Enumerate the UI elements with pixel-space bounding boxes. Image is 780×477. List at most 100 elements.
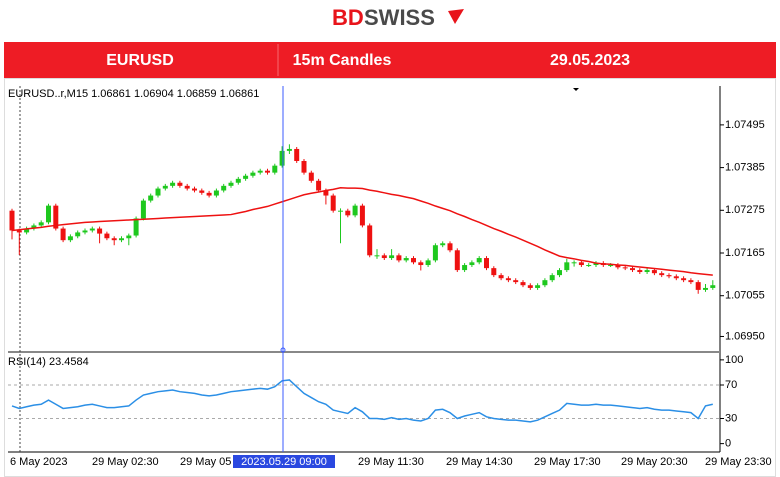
- candle-body: [265, 170, 270, 173]
- candle-body: [192, 188, 197, 191]
- candle-body: [644, 270, 650, 273]
- candle-body: [316, 180, 322, 191]
- rsi-tick-label: 100: [725, 354, 743, 366]
- candle-body: [104, 233, 110, 239]
- y-tick-label: 1.07385: [725, 161, 765, 173]
- candle-body: [469, 262, 475, 266]
- candle-body: [184, 185, 190, 189]
- candle-body: [250, 172, 256, 176]
- candle-body: [308, 172, 314, 181]
- y-tick-label: 1.07275: [725, 204, 765, 216]
- candle-body: [46, 205, 51, 223]
- candle-body: [89, 228, 95, 231]
- candle-body: [432, 245, 438, 261]
- candle-body: [447, 243, 453, 251]
- candle-body: [330, 195, 336, 211]
- indicator-label: RSI(14) 23.4584: [8, 356, 89, 368]
- candle-body: [162, 185, 168, 189]
- candle-body: [681, 278, 687, 281]
- candle-body: [257, 170, 263, 173]
- candle-body: [294, 148, 300, 161]
- candle-body: [199, 190, 205, 193]
- x-tick-label: 6 May 2023: [10, 456, 67, 468]
- candle-body: [170, 182, 176, 186]
- candle-body: [228, 182, 234, 186]
- candle-body: [352, 205, 358, 216]
- candle-body: [82, 230, 88, 233]
- candle-body: [177, 182, 183, 186]
- banner-timeframe: 15m Candles: [293, 52, 392, 69]
- candle-body: [119, 238, 124, 241]
- candle-body: [206, 192, 212, 196]
- candle-body: [133, 218, 139, 236]
- candle-body: [155, 188, 161, 196]
- x-tick-label: 29 May 05: [180, 456, 231, 468]
- candle-body: [60, 228, 66, 241]
- candle-body: [578, 262, 584, 266]
- candle-body: [688, 280, 694, 283]
- candle-body: [491, 268, 497, 276]
- candle-body: [651, 270, 657, 274]
- candle-body: [484, 258, 489, 269]
- cursor-dot: [280, 347, 286, 353]
- candle-body: [67, 236, 73, 241]
- candle-body: [637, 270, 643, 273]
- y-tick-label: 1.07055: [725, 290, 765, 302]
- candle-body: [498, 275, 504, 279]
- candle-body: [126, 235, 132, 239]
- candle-body: [630, 268, 635, 271]
- candle-body: [608, 265, 614, 267]
- candle-body: [549, 275, 555, 281]
- candle-body: [111, 238, 117, 241]
- shift-marker: [573, 88, 579, 91]
- rsi-tick-label: 70: [725, 379, 737, 391]
- x-tick-label: 29 May 23:30: [705, 456, 772, 468]
- logo-arrow: [448, 9, 464, 24]
- candle-body: [235, 178, 241, 183]
- candle-body: [615, 265, 621, 268]
- candle-body: [301, 160, 307, 173]
- banner-symbol: EURUSD: [106, 52, 174, 69]
- candle-body: [440, 243, 446, 246]
- banner: [4, 42, 776, 78]
- x-tick-label: 29 May 14:30: [446, 456, 513, 468]
- candle-body: [38, 222, 44, 226]
- candle-body: [673, 276, 679, 279]
- candle-body: [593, 263, 599, 266]
- candle-body: [454, 250, 460, 271]
- x-tick-label: 29 May 02:30: [92, 456, 159, 468]
- candle-body: [571, 262, 577, 264]
- candle-body: [243, 175, 249, 179]
- candle-body: [75, 232, 81, 237]
- candle-body: [148, 195, 154, 201]
- candle-body: [527, 285, 533, 288]
- candle-body: [374, 255, 380, 257]
- logo-bd: BD: [332, 5, 364, 30]
- candle-body: [586, 265, 592, 267]
- x-tick-label: 29 May 20:30: [621, 456, 688, 468]
- y-tick-label: 1.07165: [725, 247, 765, 259]
- candle-body: [31, 225, 37, 229]
- x-tick-label: 29 May 11:30: [358, 456, 424, 468]
- candle-body: [367, 225, 373, 256]
- candle-body: [476, 258, 482, 263]
- candle-body: [403, 258, 409, 261]
- candle-body: [53, 205, 59, 229]
- candle-body: [425, 260, 431, 266]
- chart-info: EURUSD..r,M15 1.06861 1.06904 1.06859 1.…: [8, 88, 259, 100]
- y-tick-label: 1.06950: [725, 330, 765, 342]
- candle-body: [462, 265, 468, 271]
- candle-body: [659, 273, 665, 276]
- candle-body: [338, 210, 343, 212]
- candle-body: [703, 287, 708, 290]
- y-tick-label: 1.07495: [725, 119, 765, 131]
- candle-body: [411, 258, 416, 263]
- candle-body: [9, 210, 15, 231]
- moving-average: [11, 187, 713, 276]
- candle-body: [286, 148, 292, 151]
- candle-body: [140, 200, 146, 219]
- candle-body: [272, 165, 278, 173]
- candle-body: [505, 278, 511, 281]
- chart-frame: [4, 78, 776, 477]
